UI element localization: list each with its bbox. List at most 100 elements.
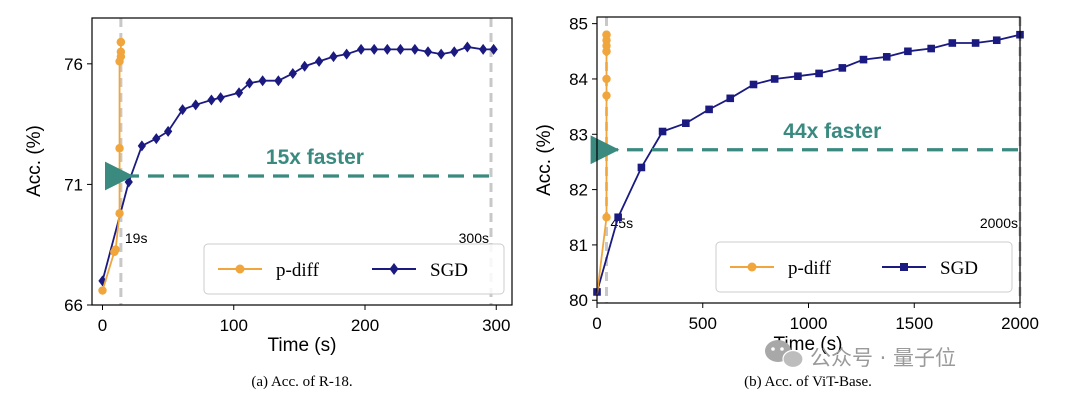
a-ytick-label-1: 71 — [64, 175, 83, 194]
b-legend: p-diff SGD — [715, 241, 1013, 293]
a-point-SGD-24 — [437, 48, 446, 60]
a-point-p-diff-2 — [111, 245, 120, 254]
a-point-SGD-16 — [329, 51, 338, 63]
a-point-SGD-7 — [207, 94, 216, 106]
a-point-SGD-19 — [370, 43, 379, 55]
a-xtick-label-2: 200 — [351, 316, 379, 335]
a-point-SGD-10 — [245, 77, 254, 89]
b-annotation: 44x faster — [590, 120, 1018, 165]
a-point-p-diff-3 — [115, 209, 124, 218]
b-point-SGD-5 — [705, 105, 713, 114]
a-xlabel: Time (s) — [268, 335, 337, 356]
b-point-SGD-14 — [904, 47, 912, 56]
b-faster-label: 44x faster — [783, 120, 881, 143]
b-xtick-label-4: 2000 — [1001, 314, 1039, 333]
b-point-SGD-4 — [682, 119, 690, 128]
b-point-SGD-2 — [637, 163, 646, 172]
b-legend-marker-1 — [900, 263, 908, 271]
b-xtick-label-0: 0 — [592, 314, 601, 333]
b-point-SGD-1 — [614, 213, 622, 222]
a-point-SGD-23 — [423, 46, 433, 58]
a-point-SGD-25 — [450, 46, 459, 58]
a-point-SGD-14 — [300, 60, 309, 72]
b-point-p-diff-0 — [602, 213, 611, 222]
b-point-SGD-15 — [927, 44, 935, 53]
b-ticks: 0 500 1000 1500 2000 80 81 82 83 84 85 — [569, 15, 1039, 333]
b-caption: (b) Acc. of ViT-Base. — [744, 374, 872, 390]
a-legend-marker-1 — [389, 263, 399, 275]
b-point-SGD-13 — [882, 53, 891, 61]
a-point-SGD-27 — [479, 43, 488, 55]
b-point-SGD-8 — [770, 75, 779, 83]
b-point-p-diff-1 — [602, 146, 611, 156]
a-faster-label: 15x faster — [266, 146, 364, 169]
b-line-p-diff — [596, 34, 608, 295]
b-point-SGD-9 — [794, 72, 802, 80]
a-point-SGD-21 — [396, 43, 405, 55]
a-legend-label-1: SGD — [430, 260, 468, 281]
a-legend-marker-0 — [235, 264, 245, 274]
b-point-p-diff-3 — [602, 74, 611, 84]
a-point-SGD-8 — [216, 92, 225, 104]
a-xtick-label-0: 0 — [98, 316, 107, 335]
b-xtick-label-3: 1500 — [895, 314, 933, 333]
a-point-SGD-20 — [383, 43, 392, 55]
b-point-SGD-18 — [992, 36, 1001, 45]
a-point-SGD-12 — [274, 75, 283, 87]
a-vline-label-0: 19s — [125, 230, 148, 246]
a-ylabel: Acc. (%) — [24, 125, 45, 197]
a-xtick-label-3: 300 — [482, 316, 510, 335]
b-ylabel: Acc. (%) — [534, 124, 555, 196]
a-point-SGD-6 — [191, 99, 200, 111]
b-point-SGD-16 — [948, 39, 957, 47]
a-point-SGD-17 — [342, 48, 351, 60]
a-point-p-diff-7 — [116, 47, 126, 56]
b-xtick-label-1: 500 — [689, 314, 717, 333]
b-point-SGD-12 — [859, 55, 868, 64]
b-ytick-label-0: 80 — [569, 291, 588, 310]
b-legend-label-1: SGD — [940, 258, 978, 279]
a-point-SGD-22 — [410, 43, 419, 55]
b-ytick-label-4: 84 — [569, 70, 588, 89]
a-legend: p-diff SGD — [203, 243, 505, 295]
b-legend-marker-0 — [747, 262, 757, 272]
a-point-p-diff-9 — [116, 37, 126, 47]
a-point-SGD-3 — [152, 133, 161, 145]
a-point-SGD-11 — [258, 75, 267, 87]
a-point-SGD-4 — [164, 125, 173, 137]
a-point-SGD-5 — [178, 104, 187, 116]
a-point-p-diff-4 — [115, 144, 124, 153]
panel-b: 45s 2000s 44x faster 0 500 1000 1500 20008081… — [534, 15, 1039, 390]
a-point-SGD-26 — [463, 41, 472, 53]
b-ytick-label-2: 82 — [569, 181, 588, 200]
b-point-SGD-3 — [658, 127, 667, 136]
b-legend-label-0: p-diff — [788, 258, 832, 279]
b-point-SGD-7 — [749, 80, 758, 89]
a-point-SGD-2 — [137, 140, 146, 152]
b-point-SGD-17 — [971, 39, 980, 47]
a-ytick-label-2: 76 — [64, 55, 83, 74]
a-ytick-label-0: 66 — [64, 296, 83, 315]
b-point-p-diff-2 — [602, 91, 611, 100]
a-vline-label-1: 300s — [459, 230, 489, 246]
b-ytick-label-3: 83 — [569, 125, 588, 144]
a-point-SGD-1 — [124, 176, 133, 188]
a-ticks: 0 100 200 300 66 71 76 — [64, 55, 510, 335]
a-point-SGD-18 — [356, 43, 366, 55]
b-vline-label-1: 2000s — [980, 215, 1018, 231]
b-ytick-label-1: 81 — [569, 236, 588, 255]
b-point-SGD-6 — [726, 94, 735, 103]
b-point-SGD-10 — [815, 69, 823, 78]
a-point-SGD-28 — [489, 43, 498, 55]
b-xtick-label-2: 1000 — [790, 314, 828, 333]
panel-a: 19s 300s 15x faster 0 100 200 300 66 71 76 Time… — [24, 17, 513, 390]
a-legend-label-0: p-diff — [276, 260, 320, 281]
a-point-SGD-15 — [314, 55, 324, 67]
b-ytick-label-5: 85 — [569, 15, 588, 34]
b-point-SGD-11 — [838, 64, 847, 72]
b-legend-box — [715, 241, 1013, 293]
a-caption: (a) Acc. of R-18. — [251, 374, 352, 390]
a-point-p-diff-0 — [98, 286, 107, 295]
watermark-text: 公众号 · 量子位 — [810, 346, 956, 370]
